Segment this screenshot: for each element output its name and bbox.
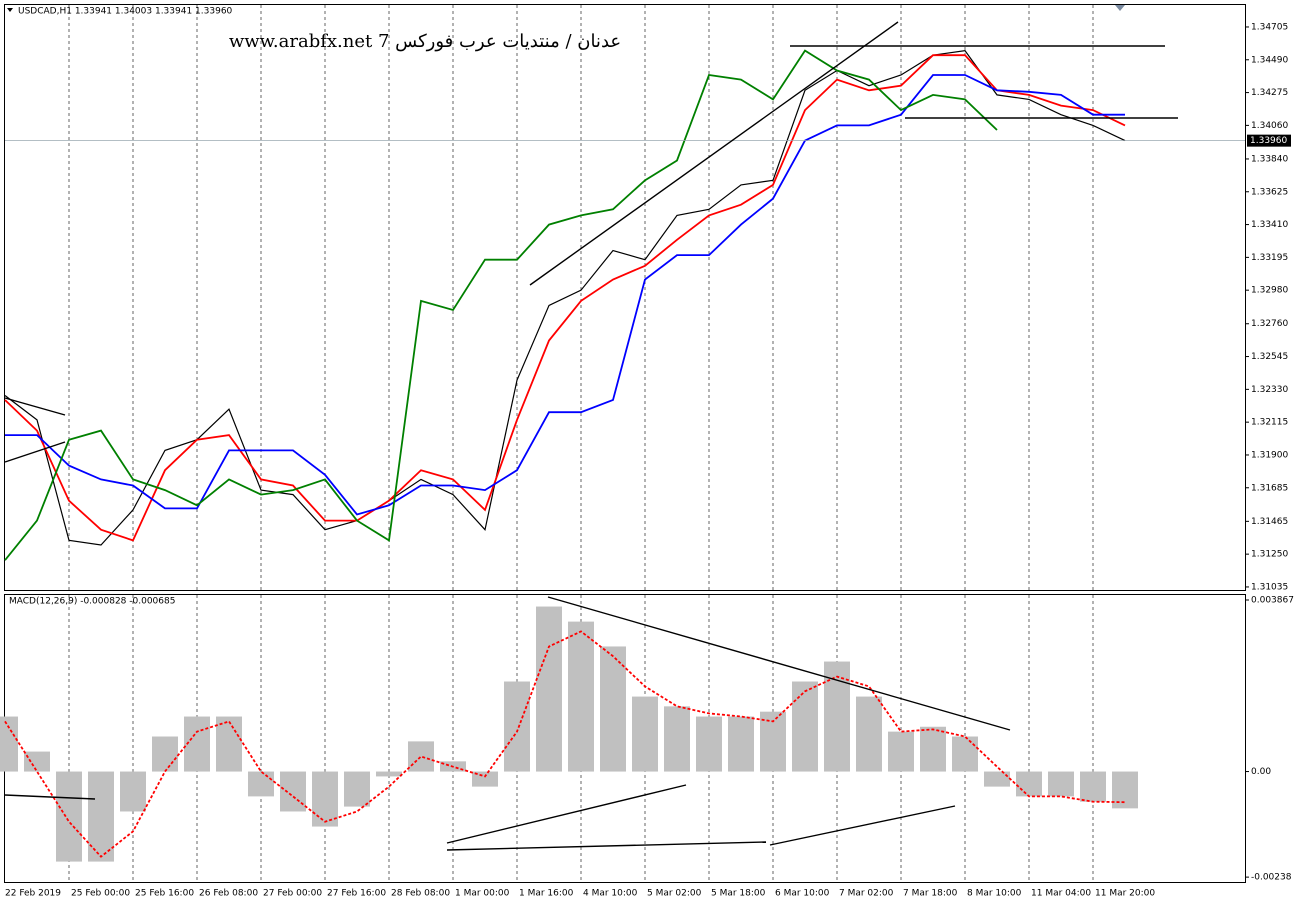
x-tick-label: 25 Feb 16:00: [135, 889, 194, 899]
y-tick-label: 1.34705: [1251, 22, 1288, 32]
histogram-bar: [728, 716, 754, 772]
watermark: www.arabfx.net 7 عدنان / منتديات عرب فور…: [229, 31, 621, 52]
histogram-bar: [152, 736, 178, 772]
x-tick-label: 22 Feb 2019: [5, 889, 61, 899]
x-tick-label: 25 Feb 00:00: [71, 889, 130, 899]
menu-arrow[interactable]: [7, 8, 13, 12]
x-tick-label: 11 Mar 04:00: [1031, 889, 1091, 899]
x-tick-label: 11 Mar 20:00: [1095, 889, 1155, 899]
histogram-bar: [792, 681, 818, 772]
histogram-bar: [664, 706, 690, 772]
histogram-bar: [952, 736, 978, 772]
histogram-bar: [600, 646, 626, 772]
x-tick-label: 6 Mar 10:00: [775, 889, 830, 899]
histogram-bar: [1048, 771, 1074, 797]
y-tick-label: 1.31465: [1251, 517, 1288, 527]
histogram-bar: [312, 771, 338, 827]
y-tick-label: 1.33840: [1251, 154, 1288, 164]
histogram-bar: [344, 771, 370, 807]
y-tick-label: 1.34275: [1251, 88, 1288, 98]
y-tick-label: 1.34490: [1251, 55, 1288, 65]
y-tick-label: 1.31685: [1251, 483, 1288, 493]
y-tick-label: 1.33410: [1251, 220, 1288, 230]
chart-title: USDCAD,H1 1.33941 1.34003 1.33941 1.3396…: [18, 7, 233, 17]
y-tick-label: 1.32545: [1251, 352, 1288, 362]
y-tick-label: 1.33625: [1251, 187, 1288, 197]
histogram-bar: [696, 716, 722, 772]
x-tick-label: 8 Mar 10:00: [967, 889, 1022, 899]
trendline: [4, 397, 66, 416]
x-tick-label: 27 Feb 00:00: [263, 889, 322, 899]
histogram-bar: [24, 751, 50, 772]
price-box: [1247, 134, 1291, 147]
y-tick-label: -0.00238: [1251, 873, 1292, 883]
price-pane: [4, 4, 1246, 591]
y-tick-label: 1.31900: [1251, 450, 1288, 460]
histogram-bar: [1080, 771, 1106, 802]
x-tick-label: 7 Mar 02:00: [839, 889, 894, 899]
y-tick-label: 1.33195: [1251, 253, 1288, 263]
x-tick-label: 7 Mar 18:00: [903, 889, 958, 899]
trendlines: [4, 21, 1178, 851]
x-tick-label: 5 Mar 18:00: [711, 889, 766, 899]
x-tick-label: 1 Mar 00:00: [455, 889, 510, 899]
histogram-bar: [56, 771, 82, 862]
series-line: [4, 49, 998, 561]
y-tick-label: 1.32760: [1251, 319, 1288, 329]
histogram-bar: [472, 771, 498, 787]
y-tick-label: 1.34060: [1251, 121, 1288, 131]
x-tick-label: 1 Mar 16:00: [519, 889, 574, 899]
shift-marker: [1115, 5, 1125, 11]
histogram-bar: [376, 771, 402, 777]
series-line: [4, 54, 1126, 542]
histogram-bar: [568, 621, 594, 772]
histogram-bar: [888, 731, 914, 772]
histogram-bar: [408, 741, 434, 772]
histogram-bar: [536, 606, 562, 772]
histogram-bar: [280, 771, 306, 812]
y-tick-label: 1.31250: [1251, 550, 1288, 560]
histogram-bar: [920, 726, 946, 772]
y-tick-label: 1.32115: [1251, 418, 1288, 428]
histogram-bar: [1016, 771, 1042, 797]
y-tick-label: 1.31035: [1251, 582, 1288, 592]
x-tick-label: 5 Mar 02:00: [647, 889, 702, 899]
histogram-bar: [88, 771, 114, 862]
histogram-bar: [184, 716, 210, 772]
x-tick-label: 27 Feb 16:00: [327, 889, 386, 899]
histogram-bar: [120, 771, 146, 812]
x-tick-label: 26 Feb 08:00: [199, 889, 258, 899]
histogram-bar: [0, 716, 18, 772]
trendline: [529, 21, 899, 286]
y-tick-label: 0.003867: [1251, 596, 1294, 606]
y-tick-label: 1.32980: [1251, 286, 1288, 296]
series-line: [5, 74, 1125, 516]
trendline: [4, 441, 66, 463]
histogram-bar: [216, 716, 242, 772]
x-tick-label: 4 Mar 10:00: [583, 889, 638, 899]
histogram-bar: [984, 771, 1010, 787]
histogram-bar: [248, 771, 274, 797]
trendline: [4, 794, 96, 800]
histogram-bar: [632, 696, 658, 772]
histogram-bar: [856, 696, 882, 772]
y-tick-label: 1.32330: [1251, 385, 1288, 395]
trendline: [446, 841, 767, 851]
histogram-bar: [1112, 771, 1138, 809]
price-label: 1.33960: [1250, 136, 1287, 146]
trendline: [446, 784, 687, 844]
series-line: [4, 630, 1126, 858]
y-tick-label: 0.00: [1251, 767, 1271, 777]
trendline: [547, 596, 1011, 731]
trendline: [769, 805, 956, 846]
macd-title: MACD(12,26,9) -0.000828 -0.000685: [9, 597, 175, 607]
x-tick-label: 28 Feb 08:00: [391, 889, 450, 899]
histogram-bar: [504, 681, 530, 772]
